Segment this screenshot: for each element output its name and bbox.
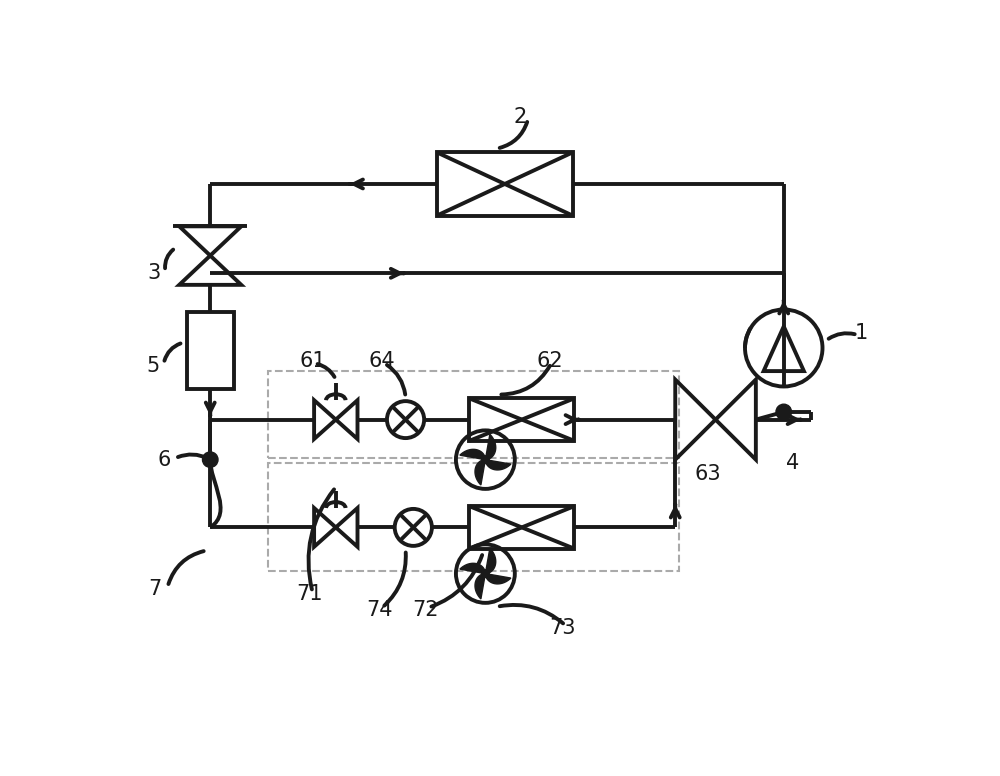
Text: 62: 62 <box>536 351 563 371</box>
Bar <box>268 371 679 458</box>
Polygon shape <box>460 563 485 573</box>
Text: 71: 71 <box>296 584 323 605</box>
Text: 1: 1 <box>855 323 868 342</box>
Bar <box>187 312 234 389</box>
Text: 3: 3 <box>148 263 161 283</box>
Text: 61: 61 <box>299 351 326 371</box>
Text: 6: 6 <box>157 449 170 469</box>
Text: 7: 7 <box>148 579 161 599</box>
Text: 74: 74 <box>366 600 392 620</box>
Text: 73: 73 <box>550 618 576 638</box>
Circle shape <box>202 452 218 467</box>
Circle shape <box>776 404 792 420</box>
Text: 5: 5 <box>146 355 160 376</box>
Polygon shape <box>475 459 485 485</box>
Text: 2: 2 <box>514 107 527 127</box>
Bar <box>469 506 574 549</box>
Polygon shape <box>460 449 485 459</box>
Text: 72: 72 <box>412 600 439 620</box>
Circle shape <box>482 456 489 463</box>
Polygon shape <box>485 459 511 470</box>
Polygon shape <box>485 548 496 573</box>
Bar <box>268 463 679 571</box>
Polygon shape <box>475 573 485 599</box>
Text: 4: 4 <box>786 453 800 473</box>
Bar <box>437 152 573 216</box>
Text: 63: 63 <box>694 463 721 483</box>
Text: 64: 64 <box>369 351 396 371</box>
Polygon shape <box>485 435 496 459</box>
Polygon shape <box>485 573 511 584</box>
Circle shape <box>482 570 489 577</box>
Bar <box>469 398 574 441</box>
